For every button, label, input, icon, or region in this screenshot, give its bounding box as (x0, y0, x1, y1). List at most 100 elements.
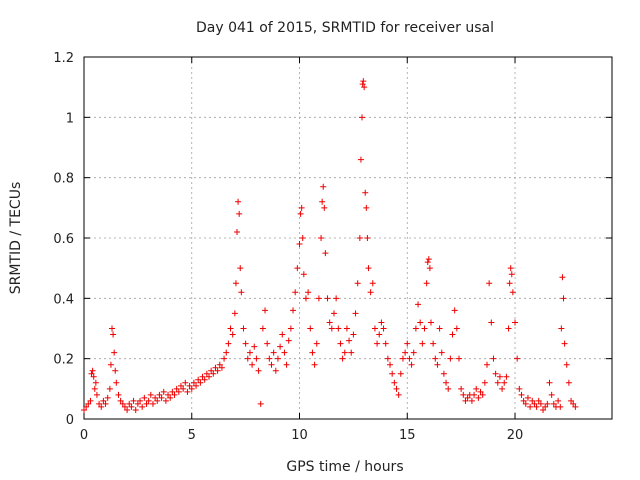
data-point (277, 343, 284, 350)
data-point (199, 373, 206, 380)
data-point (106, 385, 113, 392)
data-point (376, 331, 383, 338)
data-point (234, 228, 241, 235)
data-point (361, 84, 368, 91)
data-point (93, 391, 100, 398)
x-tick-label: 15 (399, 428, 416, 443)
data-point (449, 331, 456, 338)
data-point (283, 361, 290, 368)
data-point (188, 385, 195, 392)
data-point (512, 319, 519, 326)
data-point (341, 349, 348, 356)
data-point (107, 361, 114, 368)
data-point (550, 400, 557, 407)
data-point (365, 265, 372, 272)
data-point (518, 391, 525, 398)
data-point (462, 397, 469, 404)
data-point (262, 307, 269, 314)
data-point (455, 355, 462, 362)
data-point (436, 325, 443, 332)
data-point (214, 367, 221, 374)
data-point (305, 289, 312, 296)
data-point (197, 379, 204, 386)
data-point (137, 397, 144, 404)
data-point (540, 406, 547, 413)
data-point (468, 397, 475, 404)
data-point (330, 310, 337, 317)
data-point (371, 325, 378, 332)
data-point (506, 280, 513, 287)
data-point (109, 325, 116, 332)
data-point (210, 370, 217, 377)
data-point (182, 379, 189, 386)
data-point (300, 271, 307, 278)
y-tick-label: 0 (66, 413, 74, 428)
data-point (130, 397, 137, 404)
data-point (292, 289, 299, 296)
data-point (496, 373, 503, 380)
data-point (167, 394, 174, 401)
data-point (193, 382, 200, 389)
data-point (364, 235, 371, 241)
data-point (156, 391, 163, 398)
data-point (350, 331, 357, 338)
data-point (154, 397, 161, 404)
data-point (374, 340, 381, 347)
data-point (326, 319, 333, 326)
data-point (572, 403, 579, 410)
data-point (397, 370, 404, 377)
data-point (460, 391, 467, 398)
data-point (268, 361, 275, 368)
data-point (426, 265, 433, 272)
data-point (281, 349, 288, 356)
data-point (488, 319, 495, 326)
data-point (440, 370, 447, 377)
data-point (253, 355, 260, 362)
data-point (124, 406, 131, 413)
data-point (251, 343, 258, 350)
data-point (384, 355, 391, 362)
data-point (346, 337, 353, 344)
data-point (563, 361, 570, 368)
data-point (453, 325, 460, 332)
data-point (313, 340, 320, 347)
data-point (524, 394, 531, 401)
data-point (343, 325, 350, 332)
data-point (186, 382, 193, 389)
data-point (380, 325, 387, 332)
data-point (201, 376, 208, 383)
data-point (238, 289, 245, 296)
data-point (424, 259, 431, 266)
data-point (90, 373, 97, 380)
data-point (173, 385, 180, 392)
data-point (115, 391, 122, 398)
data-point (451, 307, 458, 314)
data-point (320, 183, 327, 190)
data-point (479, 391, 486, 398)
data-point (570, 400, 577, 407)
data-point (357, 156, 364, 163)
data-point (419, 340, 426, 347)
x-tick-label: 10 (291, 428, 308, 443)
data-point (162, 397, 169, 404)
x-axis-label: GPS time / hours (286, 459, 403, 475)
data-point (184, 388, 191, 395)
data-point (544, 400, 551, 407)
data-point (296, 241, 303, 248)
data-point (458, 385, 465, 392)
data-point (477, 388, 484, 395)
data-point (266, 355, 273, 362)
data-point (279, 331, 286, 338)
data-point (406, 355, 413, 362)
data-point (421, 325, 428, 332)
data-point (362, 189, 369, 196)
data-point (520, 397, 527, 404)
y-tick-label: 1 (66, 111, 74, 126)
data-point (257, 400, 264, 407)
data-point (100, 397, 107, 404)
plot-frame (83, 56, 613, 420)
data-point (96, 400, 103, 407)
data-point (264, 340, 271, 347)
data-point (359, 81, 366, 88)
data-point (139, 403, 146, 410)
